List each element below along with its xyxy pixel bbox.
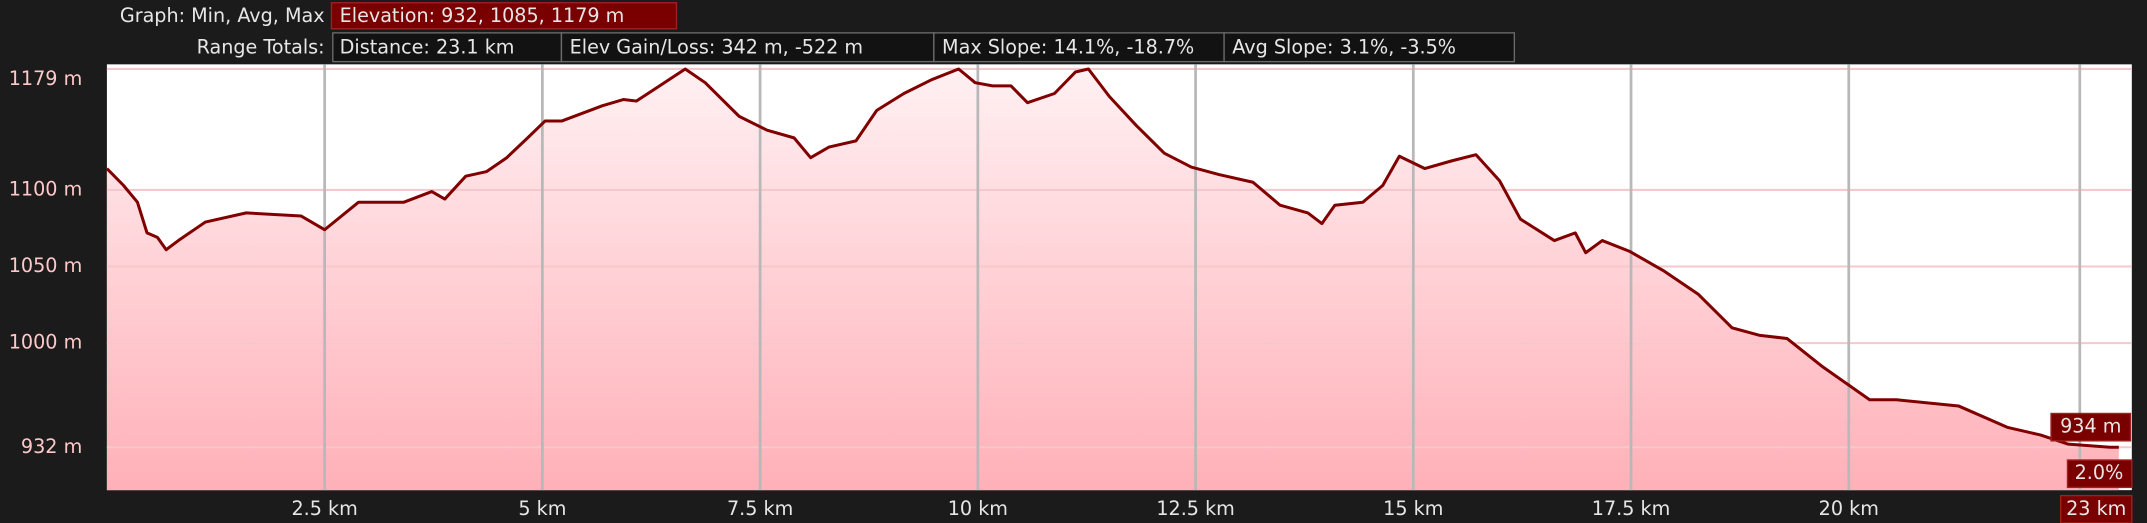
cursor-distance: 23 km [2066,497,2126,520]
cursor-elevation: 934 m [2060,415,2121,438]
avg-slope-box [1223,32,1516,63]
range-label: Range Totals: [197,35,325,58]
gain-loss-total: Elev Gain/Loss: 342 m, -522 m [570,35,863,58]
y-tick-label: 1100 m [9,177,83,200]
area-fill [106,69,2119,491]
graph-label: Graph: Min, Avg, Max [120,4,325,27]
gain-loss-box [560,32,935,63]
elevation-box [330,2,678,30]
x-tick-label: 7.5 km [727,497,793,520]
x-tick-label: 2.5 km [291,497,357,520]
elevation-summary: Elevation: 932, 1085, 1179 m [340,4,625,27]
cursor-distance-box [2059,494,2133,523]
x-tick-label: 5 km [518,497,566,520]
x-tick-label: 12.5 km [1156,497,1235,520]
x-tick-label: 15 km [1383,497,1443,520]
avg-slope-total: Avg Slope: 3.1%, -3.5% [1232,35,1456,58]
cursor-slope-box [2066,459,2133,489]
y-tick-label: 932 m [21,435,82,458]
elevation-line [105,67,2119,449]
x-tick-label: 20 km [1819,497,1879,520]
max-slope-total: Max Slope: 14.1%, -18.7% [942,35,1194,58]
cursor-elev-box [2050,412,2132,442]
y-tick-label: 1179 m [9,67,83,90]
cursor-slope: 2.0% [2075,461,2124,484]
distance-total: Distance: 23.1 km [340,35,515,58]
y-tick-label: 1000 m [9,331,83,354]
distance-box [332,32,563,63]
y-tick-label: 1050 m [9,254,83,277]
x-tick-label: 17.5 km [1592,497,1671,520]
x-tick-label: 10 km [948,497,1008,520]
